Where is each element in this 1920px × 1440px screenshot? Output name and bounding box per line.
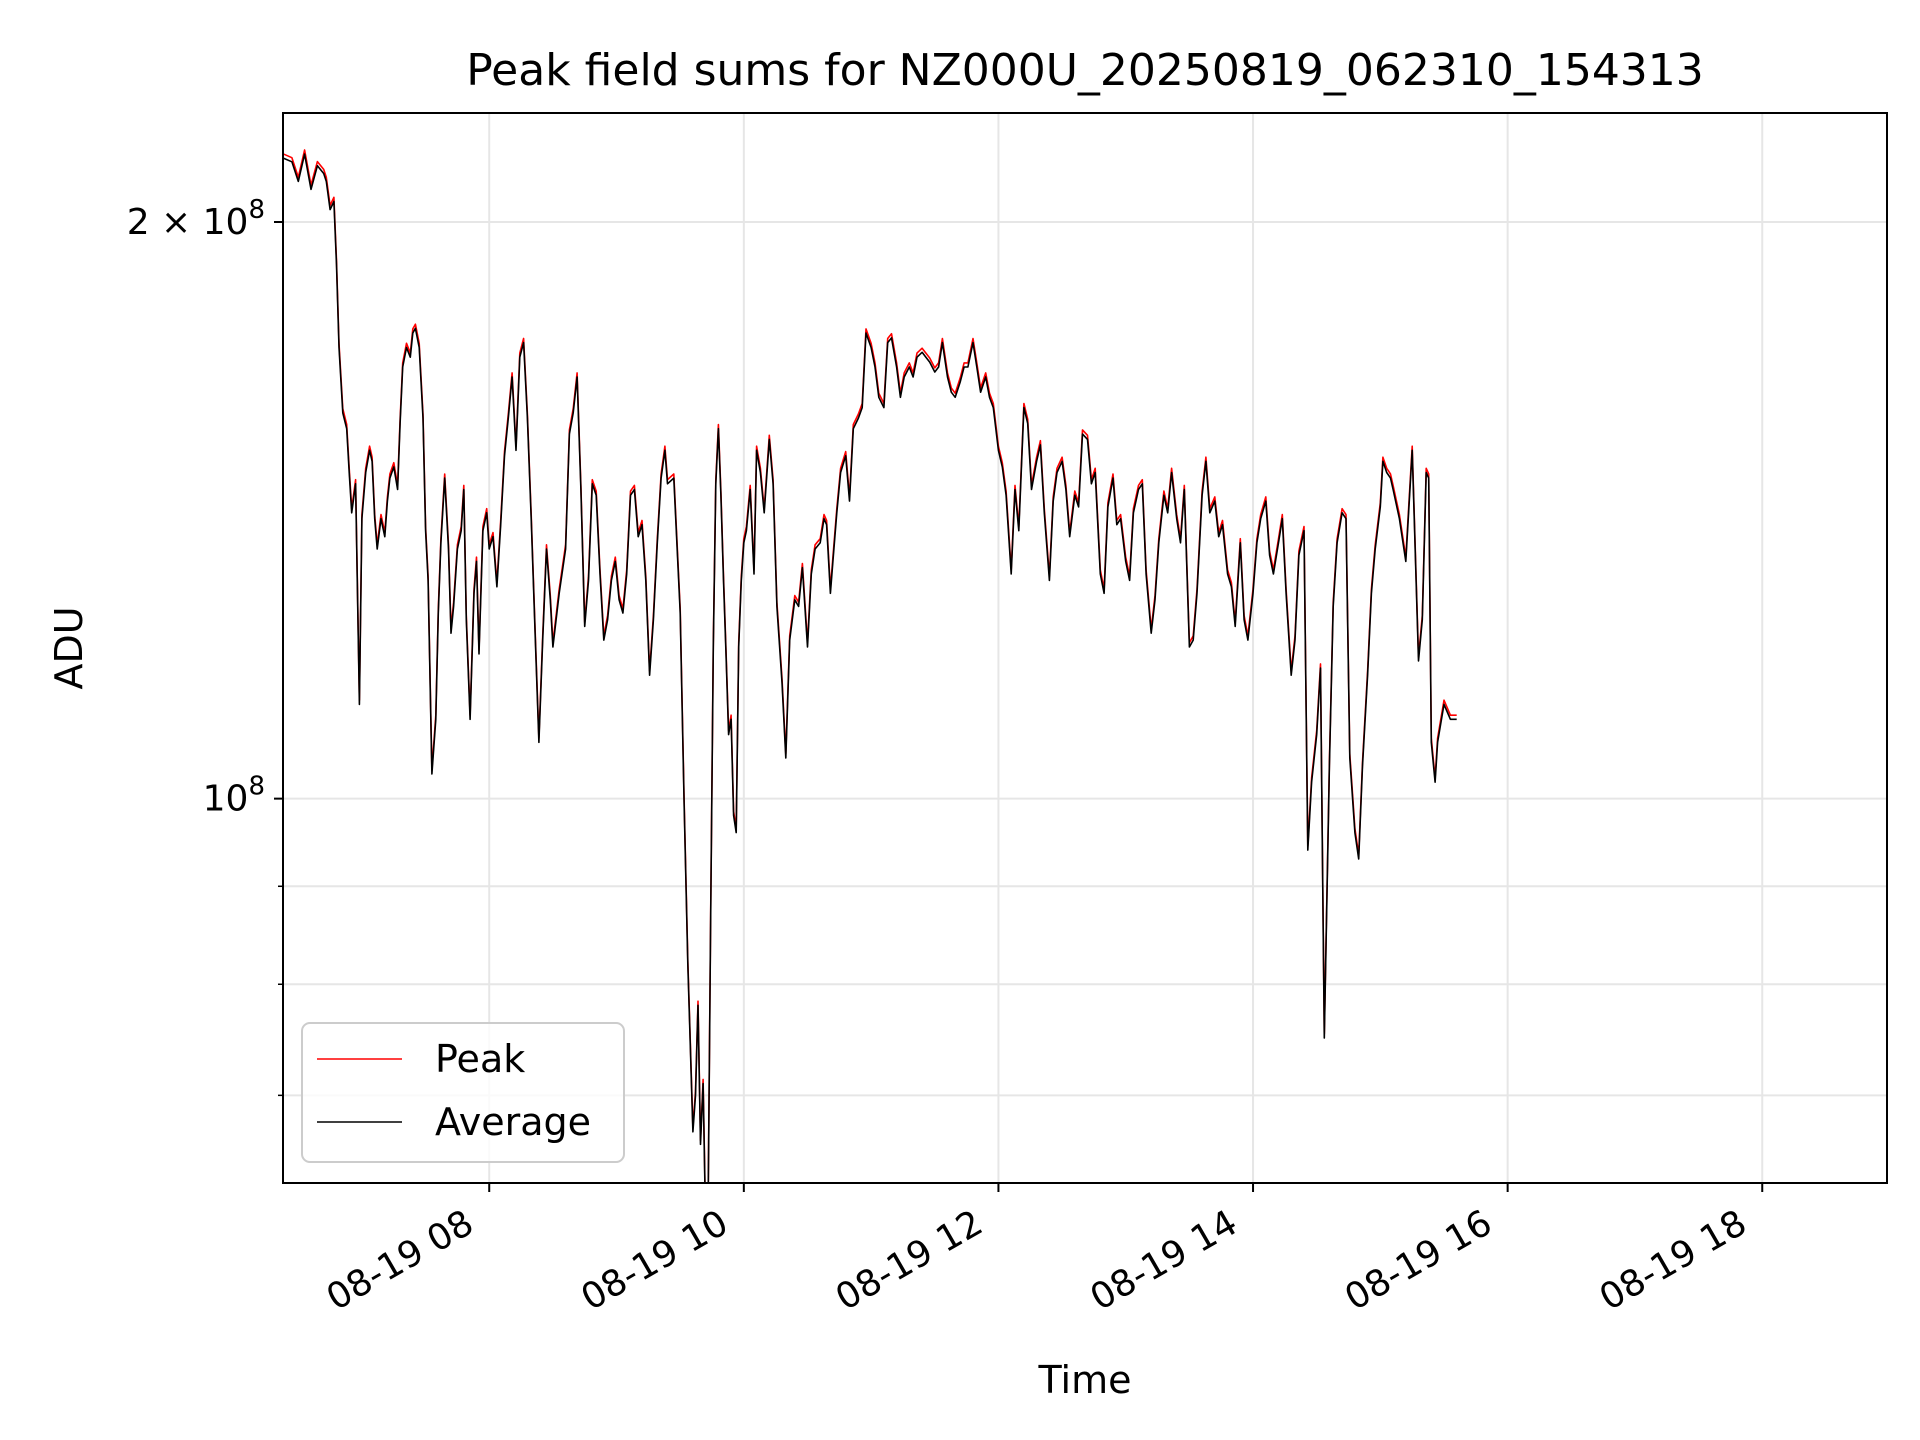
y-axis-ticks: 108 2 × 108 <box>127 195 283 1097</box>
series-line-average <box>283 153 1457 1183</box>
legend-box <box>301 1022 625 1163</box>
legend: Peak Average <box>301 1022 625 1163</box>
y-tick-label: 2 × 108 <box>127 195 265 243</box>
chart-title: Peak field sums for NZ000U_20250819_0623… <box>466 45 1704 96</box>
grid <box>283 113 1887 1183</box>
legend-label-peak: Peak <box>435 1037 525 1081</box>
series-layer <box>283 149 1457 1183</box>
plot-frame <box>282 112 1888 1184</box>
legend-label-average: Average <box>435 1100 591 1144</box>
y-axis-label: ADU <box>47 606 91 689</box>
y-tick-label: 108 <box>203 772 265 820</box>
x-axis-label: Time <box>1038 1358 1132 1402</box>
plot-area <box>283 149 1457 1183</box>
